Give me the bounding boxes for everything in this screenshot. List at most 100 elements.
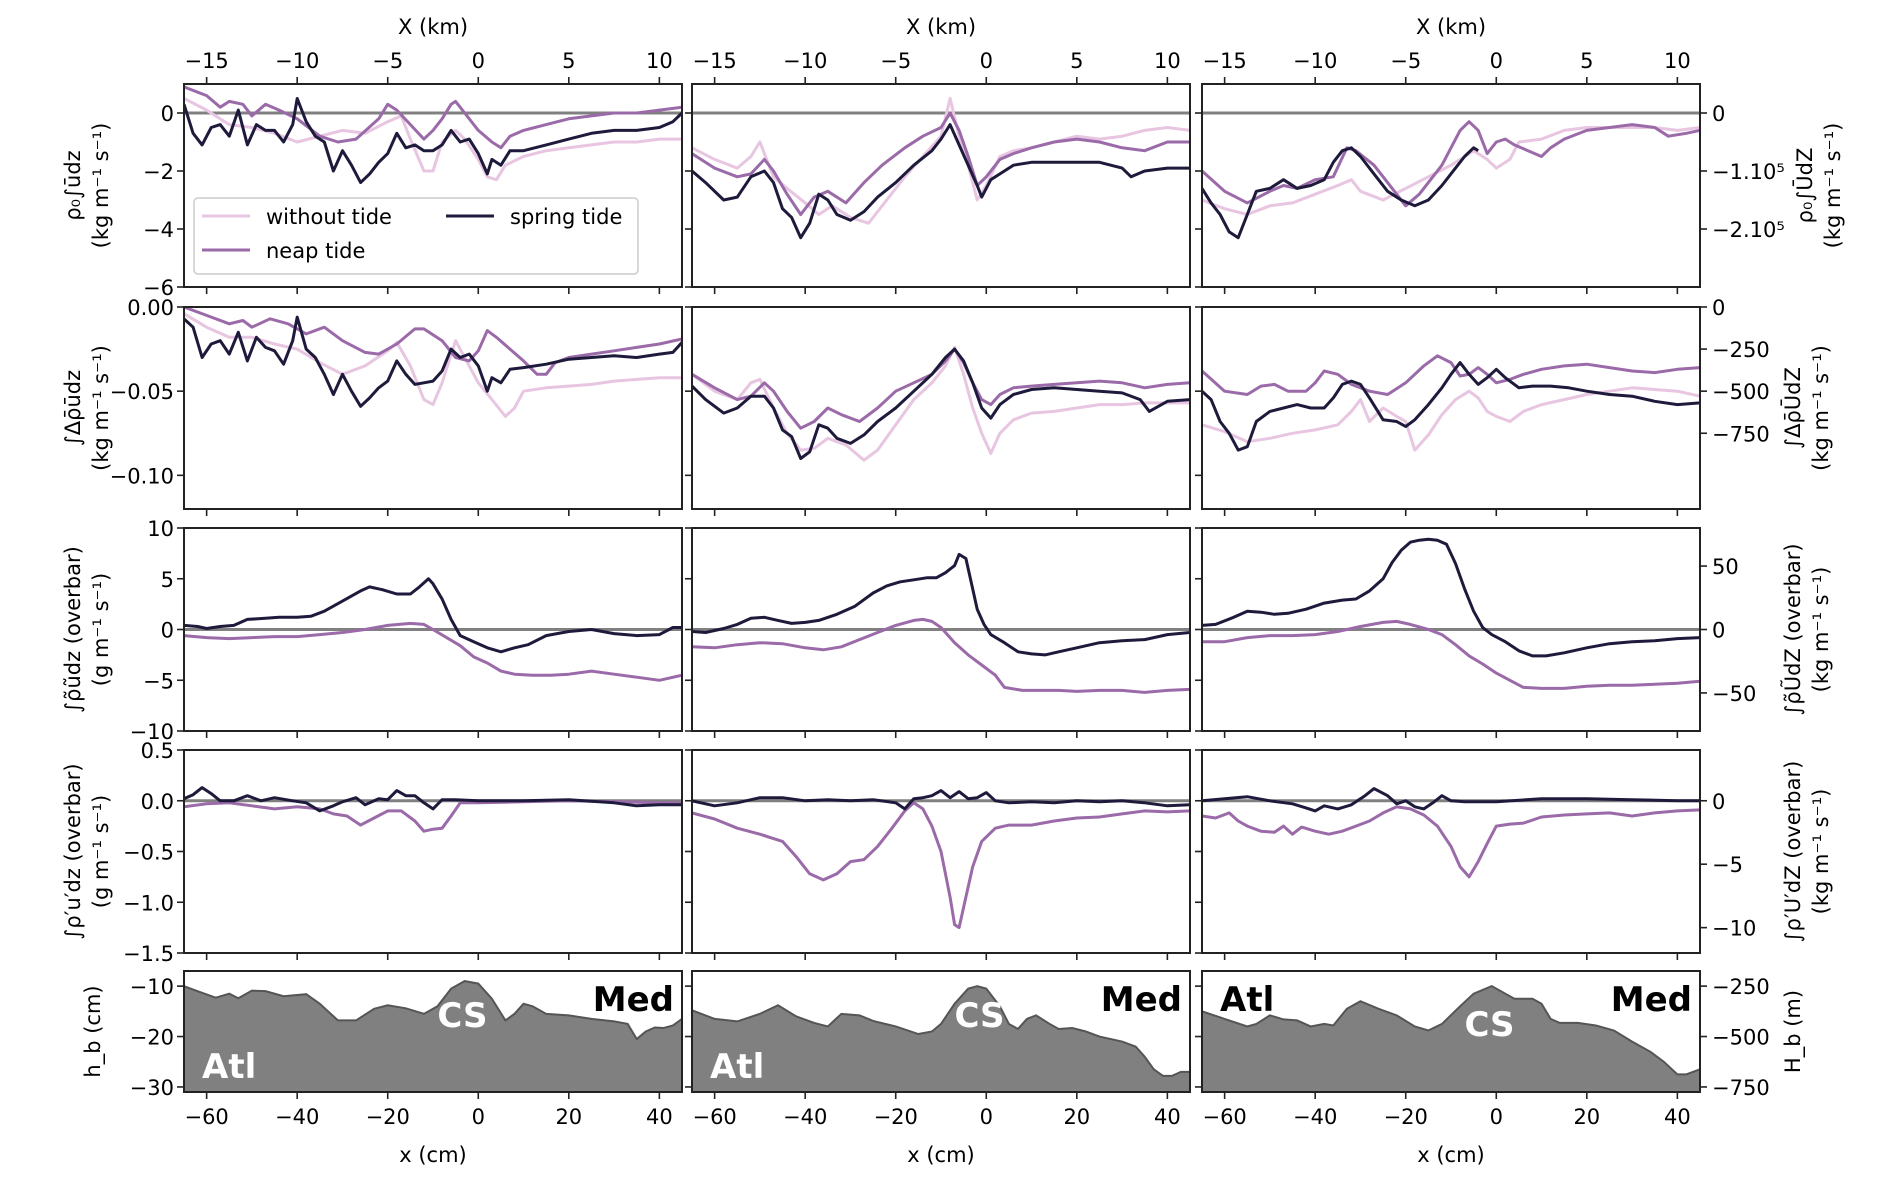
region-label-atl: Atl: [710, 1047, 764, 1087]
left-y-axis-units: (kg m⁻¹ s⁻¹): [89, 123, 113, 249]
panel-fluctuation_transport-2: [685, 749, 1191, 960]
series-line-without-tide: [184, 97, 682, 182]
left-y-axis-label: ρ₀∫ūdz: [61, 150, 85, 220]
panel-bathymetry-3: Atl CS Med −60 −40 −20 0 20 40 x (cm) −250 −500 −750: [1195, 970, 1770, 1167]
top-x-tick-label: 10: [1664, 49, 1691, 73]
row-density_anomaly_transport: 0.00−0.05−0.100−250−500−750∫Δρ̄ūdz (kg m⁻…: [61, 296, 1833, 516]
x-tick-label: 20: [1573, 1105, 1600, 1129]
panel-tidal_correlation_transport-3: 50 0 −50: [1195, 527, 1756, 738]
panel-frame: [183, 83, 683, 288]
left-y-axis-units: (kg m⁻¹ s⁻¹): [89, 345, 113, 471]
right-y-tick-label: −250: [1712, 338, 1770, 362]
top-x-tick-label: 5: [562, 49, 575, 73]
y-tick-label: −0.5: [123, 841, 174, 865]
left-y-axis-units: (g m⁻¹ s⁻¹): [89, 573, 113, 686]
top-x-tick-label: 0: [1490, 49, 1503, 73]
x-tick-label: 20: [555, 1105, 582, 1129]
panel-density_anomaly_transport-3: 0 −250 −500 −750: [1195, 296, 1770, 516]
x-tick-label: −40: [783, 1105, 827, 1129]
panel-transport-2: −15 −10 −5 0 5 10 X (km): [685, 15, 1191, 294]
right-y-tick-label: 50: [1712, 555, 1739, 579]
right-y-tick-label: −750: [1712, 422, 1770, 446]
series-line-neap-tide: [184, 621, 682, 682]
right-y-axis-units: (kg m⁻¹ s⁻¹): [1809, 789, 1833, 915]
y-tick-label: −6: [143, 276, 174, 300]
left-y-axis-label: h_b (cm): [81, 985, 106, 1077]
series-line-neap-tide: [1202, 805, 1700, 879]
series-line-neap-tide: [692, 111, 1190, 216]
x-tick-label: −40: [275, 1105, 319, 1129]
top-x-tick-label: −15: [1202, 49, 1246, 73]
panel-frame: [183, 970, 683, 1093]
left-y-axis-label: ∫ρ′u′dz (overbar): [61, 763, 85, 939]
top-x-tick-label: 5: [1070, 49, 1083, 73]
right-y-tick-label: 0: [1712, 619, 1725, 643]
panel-frame: [1201, 749, 1701, 954]
x-tick-label: 0: [1490, 1105, 1503, 1129]
y-tick-label: 0.5: [141, 739, 174, 763]
legend-label-without-tide: without tide: [266, 205, 392, 229]
legend-box: [193, 197, 639, 275]
y-tick-label: 0: [161, 619, 174, 643]
right-y-tick-label: −250: [1712, 975, 1770, 999]
region-label-med: Med: [1101, 980, 1182, 1020]
right-y-axis-units: (kg m⁻¹ s⁻¹): [1809, 567, 1833, 693]
y-tick-label: −5: [143, 669, 174, 693]
series-line-without-tide: [1202, 126, 1700, 216]
top-x-tick-label: 10: [1154, 49, 1181, 73]
bathymetry-edge: [184, 980, 682, 1041]
right-y-tick-label: −10: [1712, 917, 1756, 941]
top-x-tick-label: 0: [472, 49, 485, 73]
legend-label-neap-tide: neap tide: [266, 239, 365, 263]
right-y-tick-label: −500: [1712, 380, 1770, 404]
region-label-med: Med: [1611, 980, 1692, 1020]
series-line-spring-tide: [692, 552, 1190, 657]
region-label-cs: CS: [1464, 1005, 1514, 1045]
right-y-axis-label: ρ₀∫ŪdZ: [1792, 148, 1817, 224]
top-x-axis-label: X (km): [906, 15, 976, 39]
region-label-atl: Atl: [1220, 980, 1274, 1020]
panel-frame: [183, 306, 683, 510]
bottom-x-axis-label: x (cm): [1417, 1143, 1485, 1167]
x-tick-label: 0: [980, 1105, 993, 1129]
series-line-spring-tide: [1202, 146, 1479, 240]
top-x-tick-label: −5: [880, 49, 911, 73]
y-tick-label: 0.0: [141, 790, 174, 814]
y-tick-label: −30: [130, 1076, 174, 1100]
panel-frame: [1201, 970, 1701, 1093]
series-line-neap-tide: [692, 617, 1190, 694]
panel-frame: [1201, 83, 1701, 288]
x-tick-label: −20: [1384, 1105, 1428, 1129]
panel-frame: [183, 749, 683, 954]
left-y-axis-units: (g m⁻¹ s⁻¹): [89, 795, 113, 908]
series-line-spring-tide: [184, 97, 682, 185]
left-y-axis-label: ∫Δρ̄ūdz: [61, 370, 85, 446]
y-tick-label: −10: [130, 975, 174, 999]
panel-bathymetry-1: Atl CS Med −60 −40 −20 0 20 40 x (cm) −10 −20 −30: [130, 970, 683, 1167]
legend: without tide spring tide neap tide: [193, 197, 639, 275]
top-x-axis-label: X (km): [398, 15, 468, 39]
right-y-tick-label: 0: [1712, 296, 1725, 320]
right-y-tick-label: −500: [1712, 1026, 1770, 1050]
top-x-tick-label: −10: [275, 49, 319, 73]
legend-label-spring-tide: spring tide: [510, 205, 622, 229]
right-y-tick-label: −750: [1712, 1076, 1770, 1100]
x-tick-label: −60: [184, 1105, 228, 1129]
top-x-tick-label: −15: [184, 49, 228, 73]
region-label-med: Med: [593, 980, 674, 1020]
bathymetry-fill: [184, 981, 682, 1092]
series-line-spring-tide: [692, 789, 1190, 811]
x-tick-label: −40: [1293, 1105, 1337, 1129]
y-tick-label: −0.10: [110, 464, 174, 488]
y-tick-label: 10: [147, 517, 174, 541]
series-line-neap-tide: [184, 799, 682, 833]
series-line-spring-tide: [692, 347, 1190, 460]
top-x-tick-label: −10: [783, 49, 827, 73]
right-y-tick-label: −5: [1712, 853, 1743, 877]
panel-transport-3: −15 −10 −5 0 5 10X (km)0−1.10⁵−2.10⁵: [1195, 15, 1785, 294]
